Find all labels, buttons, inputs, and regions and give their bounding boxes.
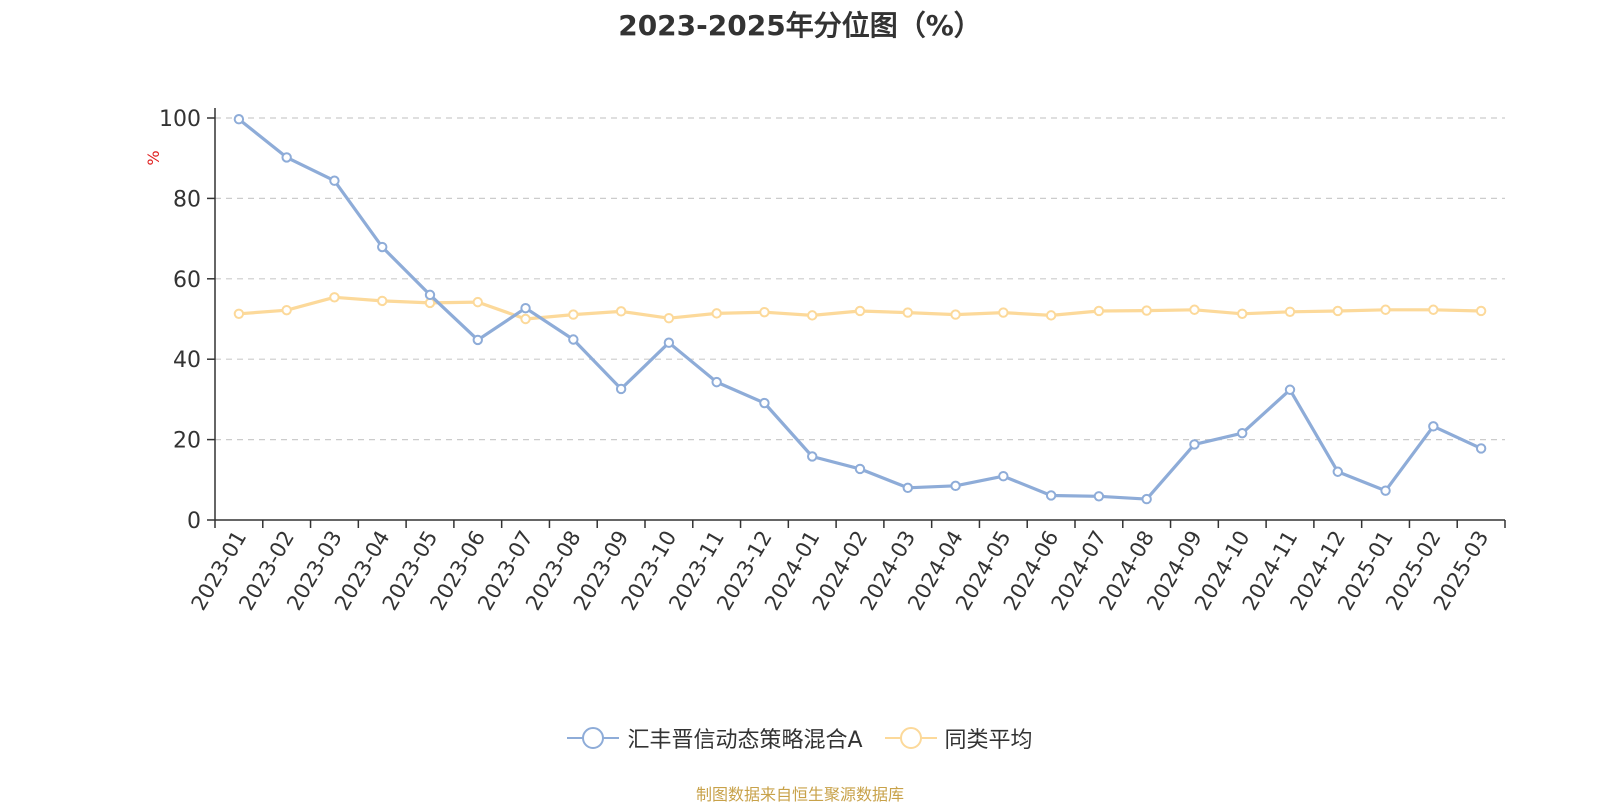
data-point-average-2023-11 (711, 308, 722, 319)
data-point-average-2024-04 (950, 309, 961, 320)
data-point-fund-2023-09 (615, 383, 627, 395)
data-point-fund-2024-05 (998, 470, 1009, 482)
data-point-average-2023-12 (759, 306, 770, 318)
y-tick-label-0: 0 (187, 509, 201, 534)
data-point-average-2025-01 (1380, 304, 1391, 315)
grid-lines (215, 117, 1505, 441)
data-point-fund-2023-03 (329, 175, 340, 186)
data-point-fund-2024-02 (854, 463, 866, 475)
data-point-fund-2023-01 (233, 114, 245, 125)
data-point-fund-2024-08 (1141, 493, 1152, 505)
data-point-fund-2024-06 (1045, 490, 1057, 501)
legend: 汇丰晋信动态策略混合A 同类平均 (0, 722, 1600, 754)
data-point-average-2023-04 (377, 295, 388, 307)
y-tick-label-60: 60 (173, 268, 201, 293)
data-point-average-2023-06 (472, 296, 483, 308)
data-point-fund-2023-08 (568, 334, 579, 345)
data-point-fund-2023-06 (472, 334, 483, 346)
y-axis-title: % (144, 150, 163, 165)
series-lines (233, 114, 1487, 505)
data-point-average-2024-05 (998, 307, 1009, 318)
data-point-fund-2023-11 (711, 376, 722, 388)
data-point-fund-2025-01 (1380, 485, 1391, 496)
data-point-average-2024-08 (1141, 305, 1152, 316)
legend-item-fund[interactable]: 汇丰晋信动态策略混合A (567, 722, 863, 754)
data-point-fund-2023-12 (759, 397, 770, 409)
data-source-note: 制图数据来自恒生聚源数据库 (695, 785, 904, 804)
data-point-average-2024-09 (1189, 304, 1200, 315)
data-point-average-2024-02 (854, 305, 866, 317)
data-point-average-2023-02 (281, 304, 292, 316)
data-point-average-2023-08 (568, 309, 579, 320)
data-point-average-2023-01 (233, 308, 245, 319)
legend-swatch-fund (567, 727, 620, 749)
data-point-fund-2024-12 (1332, 466, 1343, 477)
data-point-average-2023-10 (663, 312, 675, 324)
legend-item-average[interactable]: 同类平均 (884, 722, 1033, 754)
tick-labels: 020406080100%2023-012023-022023-032023-0… (144, 107, 1493, 614)
data-point-fund-2023-10 (663, 337, 675, 348)
data-point-average-2024-01 (807, 310, 818, 321)
data-point-average-2024-11 (1284, 306, 1296, 317)
data-point-average-2023-03 (329, 292, 340, 303)
data-point-fund-2024-01 (807, 451, 818, 462)
data-point-average-2024-03 (902, 307, 913, 318)
data-point-fund-2024-10 (1237, 427, 1248, 439)
y-tick-label-40: 40 (173, 348, 201, 373)
legend-swatch-average (884, 727, 937, 749)
data-point-fund-2023-02 (281, 152, 292, 163)
y-tick-label-100: 100 (159, 107, 201, 132)
data-point-fund-2025-03 (1475, 443, 1487, 454)
data-point-fund-2024-11 (1284, 384, 1296, 395)
legend-label-fund: 汇丰晋信动态策略混合A (627, 728, 863, 753)
data-point-fund-2023-04 (377, 241, 388, 253)
data-point-average-2024-06 (1045, 310, 1057, 321)
data-point-fund-2024-07 (1093, 491, 1105, 502)
y-tick-label-20: 20 (173, 429, 201, 454)
data-point-average-2024-10 (1237, 308, 1248, 319)
data-point-fund-2023-07 (520, 302, 531, 314)
axes (207, 108, 1506, 528)
data-point-fund-2024-09 (1189, 439, 1200, 450)
y-tick-label-80: 80 (173, 187, 201, 212)
chart-title: 2023-2025年分位图（%） (618, 9, 982, 42)
data-point-average-2023-07 (520, 313, 531, 325)
legend-label-average: 同类平均 (944, 728, 1033, 753)
data-point-fund-2023-05 (424, 289, 436, 301)
data-point-average-2025-02 (1428, 304, 1439, 315)
data-point-fund-2025-02 (1428, 421, 1439, 432)
data-point-average-2024-12 (1332, 305, 1343, 317)
data-point-average-2023-09 (615, 306, 627, 317)
data-point-average-2025-03 (1475, 305, 1487, 317)
data-point-fund-2024-03 (902, 482, 913, 494)
data-point-average-2024-07 (1093, 305, 1105, 317)
data-point-fund-2024-04 (950, 480, 961, 492)
